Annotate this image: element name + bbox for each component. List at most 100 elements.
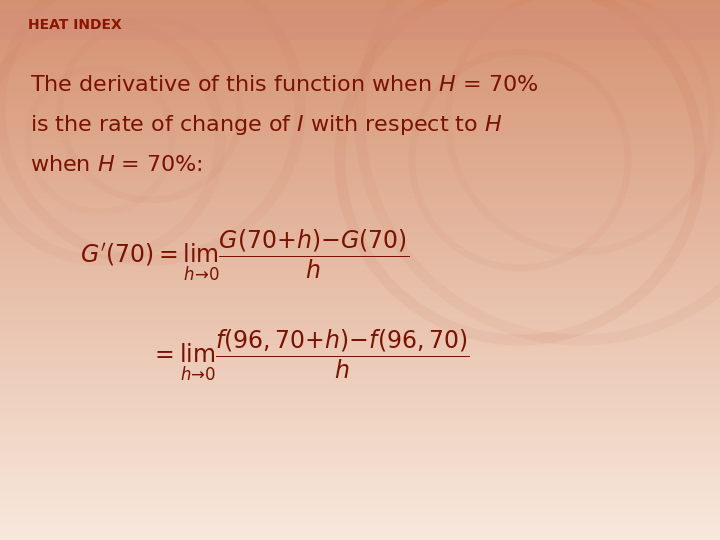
Bar — [0, 410, 720, 412]
Bar — [0, 529, 720, 531]
Bar — [0, 430, 720, 432]
Bar — [0, 466, 720, 468]
Bar — [0, 471, 720, 474]
Bar — [0, 259, 720, 261]
Bar — [0, 52, 720, 54]
Bar — [0, 252, 720, 254]
Bar — [0, 101, 720, 103]
Bar — [0, 157, 720, 158]
Bar — [0, 493, 720, 495]
Bar — [0, 15, 720, 16]
Bar — [0, 299, 720, 301]
Bar — [0, 447, 720, 448]
Bar — [0, 320, 720, 322]
Bar — [0, 428, 720, 430]
Bar — [0, 236, 720, 238]
Bar — [0, 232, 720, 234]
Bar — [0, 452, 720, 454]
Bar — [0, 285, 720, 286]
Bar — [0, 106, 720, 108]
Bar — [0, 482, 720, 484]
Bar — [0, 69, 720, 70]
Bar — [0, 228, 720, 231]
Bar — [0, 124, 720, 126]
Bar — [0, 374, 720, 376]
Bar — [0, 358, 720, 360]
Bar — [0, 76, 720, 77]
Bar — [0, 12, 720, 15]
Bar — [0, 120, 720, 123]
Bar — [0, 319, 720, 320]
Bar — [0, 312, 720, 313]
Bar — [0, 50, 720, 52]
Bar — [0, 506, 720, 508]
Bar — [0, 474, 720, 475]
Bar — [0, 373, 720, 374]
Bar — [0, 221, 720, 223]
Bar — [0, 74, 720, 76]
Bar — [0, 535, 720, 536]
Bar — [0, 536, 720, 538]
Bar — [0, 167, 720, 169]
Bar — [0, 423, 720, 425]
Bar — [0, 268, 720, 270]
Bar — [0, 277, 720, 279]
Bar — [0, 463, 720, 464]
Bar — [0, 263, 720, 265]
Bar — [0, 362, 720, 363]
Bar — [0, 342, 720, 344]
Bar — [0, 185, 720, 187]
Bar — [0, 366, 720, 367]
Bar — [0, 403, 720, 405]
Bar — [0, 533, 720, 535]
Bar — [0, 180, 720, 182]
Bar — [0, 290, 720, 292]
Bar — [0, 218, 720, 220]
Bar — [0, 427, 720, 428]
Bar — [0, 270, 720, 272]
Bar — [0, 77, 720, 79]
Bar — [0, 293, 720, 295]
Bar — [0, 234, 720, 236]
Bar — [0, 27, 720, 29]
Bar — [0, 353, 720, 355]
Bar — [0, 346, 720, 347]
Text: HEAT INDEX: HEAT INDEX — [28, 18, 122, 32]
Bar — [0, 292, 720, 293]
Bar — [0, 309, 720, 312]
Bar — [0, 301, 720, 302]
Bar — [0, 56, 720, 58]
Bar — [0, 448, 720, 450]
Bar — [0, 461, 720, 463]
Bar — [0, 486, 720, 488]
Bar — [0, 490, 720, 491]
Bar — [0, 390, 720, 393]
Bar — [0, 336, 720, 339]
Bar — [0, 140, 720, 142]
Bar — [0, 520, 720, 522]
Bar — [0, 18, 720, 20]
Bar — [0, 439, 720, 441]
Bar — [0, 382, 720, 383]
Bar — [0, 288, 720, 290]
Bar — [0, 162, 720, 164]
Bar — [0, 502, 720, 504]
Bar — [0, 243, 720, 245]
Bar — [0, 131, 720, 133]
Bar — [0, 355, 720, 356]
Bar — [0, 135, 720, 137]
Bar — [0, 376, 720, 378]
Bar — [0, 454, 720, 455]
Bar — [0, 59, 720, 61]
Text: The derivative of this function when $\mathit{H}$ = 70%: The derivative of this function when $\m… — [30, 75, 539, 95]
Bar — [0, 250, 720, 252]
Bar — [0, 279, 720, 281]
Bar — [0, 117, 720, 119]
Bar — [0, 196, 720, 198]
Bar — [0, 328, 720, 329]
Bar — [0, 326, 720, 328]
Bar — [0, 137, 720, 139]
Bar — [0, 182, 720, 184]
Bar — [0, 444, 720, 447]
Bar — [0, 22, 720, 23]
